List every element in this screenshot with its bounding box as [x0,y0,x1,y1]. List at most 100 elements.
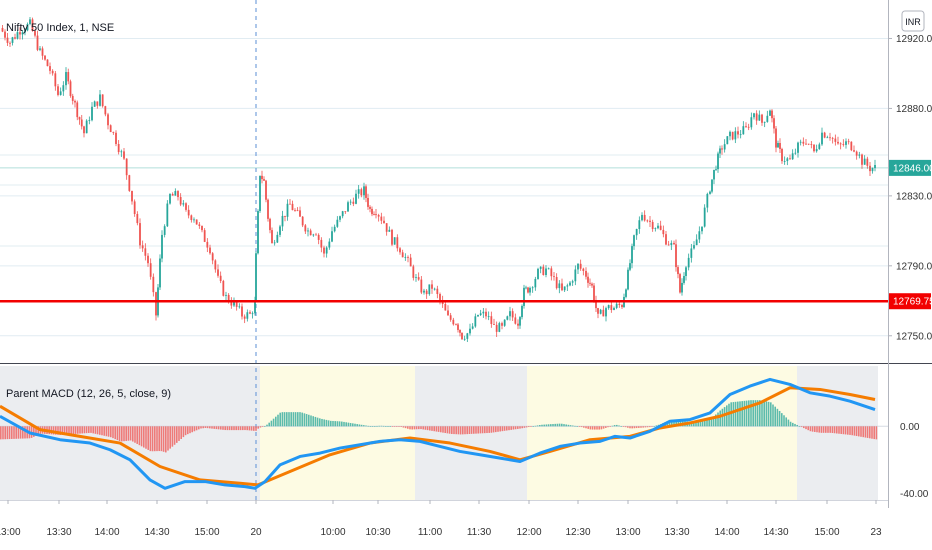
candle-up[interactable] [388,229,391,232]
candle-down[interactable] [789,158,791,160]
candle-down[interactable] [101,94,104,107]
candle-up[interactable] [863,158,866,165]
candle-down[interactable] [360,189,363,196]
candle-up[interactable] [709,191,711,194]
candle-down[interactable] [217,269,219,276]
candle-down[interactable] [439,293,441,301]
candle-down[interactable] [412,266,415,278]
candle-down[interactable] [211,253,214,261]
candle-down[interactable] [214,260,217,270]
candle-down[interactable] [179,197,182,205]
candle-up[interactable] [627,269,629,290]
candle-down[interactable] [659,225,662,230]
candle-up[interactable] [638,220,641,230]
candle-up[interactable] [742,126,745,135]
candle-up[interactable] [482,311,485,314]
candle-down[interactable] [593,285,595,301]
candle-up[interactable] [341,211,344,217]
candle-up[interactable] [758,114,761,121]
candle-down[interactable] [459,329,461,333]
candle-down[interactable] [4,31,6,38]
candle-down[interactable] [315,234,317,236]
candle-up[interactable] [257,211,259,254]
candle-down[interactable] [595,300,597,309]
candle-down[interactable] [425,290,428,295]
candle-down[interactable] [755,113,758,121]
candle-down[interactable] [839,143,842,145]
candle-up[interactable] [251,313,254,315]
candle-down[interactable] [861,154,863,165]
candle-down[interactable] [317,234,320,240]
candle-down[interactable] [19,32,21,35]
candle-up[interactable] [487,316,490,318]
candle-down[interactable] [265,180,267,200]
candle-up[interactable] [469,328,471,334]
candle-down[interactable] [83,126,85,134]
candle-up[interactable] [657,225,659,229]
candle-down[interactable] [618,303,621,305]
candle-down[interactable] [589,282,591,284]
candle-up[interactable] [537,268,539,279]
candle-down[interactable] [9,42,11,44]
candle-up[interactable] [531,287,534,289]
candle-down[interactable] [802,141,805,144]
candle-up[interactable] [563,286,566,291]
candle-down[interactable] [123,151,125,159]
candle-down[interactable] [195,219,198,225]
candle-up[interactable] [625,289,627,297]
candle-up[interactable] [706,193,709,208]
candle-down[interactable] [673,242,675,245]
candle-down[interactable] [289,203,291,205]
candle-up[interactable] [225,294,227,296]
candle-down[interactable] [550,268,553,277]
candle-up[interactable] [845,141,847,145]
candle-up[interactable] [463,338,466,340]
candle-up[interactable] [85,120,88,134]
candle-down[interactable] [227,294,230,302]
candle-down[interactable] [190,215,193,221]
candle-up[interactable] [433,288,436,290]
candle-up[interactable] [734,131,737,140]
candle-up[interactable] [509,311,511,317]
candle-up[interactable] [717,153,719,170]
candle-down[interactable] [304,225,307,232]
candle-down[interactable] [737,131,739,135]
candle-down[interactable] [745,126,747,127]
candle-up[interactable] [633,235,635,247]
candle-up[interactable] [791,153,794,160]
candle-down[interactable] [834,138,837,142]
candle-down[interactable] [461,332,463,340]
candle-down[interactable] [527,287,529,293]
candle-up[interactable] [713,169,715,180]
candle-down[interactable] [810,144,813,145]
candle-up[interactable] [503,319,506,326]
candle-down[interactable] [222,280,225,296]
candle-up[interactable] [683,276,685,283]
candle-down[interactable] [112,132,115,133]
candle-down[interactable] [781,149,783,162]
candle-up[interactable] [574,269,577,282]
candle-down[interactable] [51,70,54,74]
candle-down[interactable] [57,86,59,95]
candle-down[interactable] [377,215,380,217]
candle-up[interactable] [428,284,431,295]
candle-up[interactable] [404,256,407,258]
candle-up[interactable] [474,316,477,327]
candle-down[interactable] [230,301,233,306]
candle-down[interactable] [444,303,447,311]
candle-up[interactable] [307,230,309,232]
candle-up[interactable] [279,226,281,235]
candle-down[interactable] [495,324,498,332]
candle-up[interactable] [29,19,31,24]
candle-down[interactable] [585,270,587,277]
candle-down[interactable] [109,125,112,133]
candle-down[interactable] [457,324,459,330]
candle-down[interactable] [779,143,781,150]
candle-down[interactable] [662,229,665,235]
candle-up[interactable] [39,48,41,50]
candle-up[interactable] [786,158,789,162]
candle-up[interactable] [519,317,521,326]
candle-up[interactable] [471,326,474,329]
candle-down[interactable] [807,143,810,145]
